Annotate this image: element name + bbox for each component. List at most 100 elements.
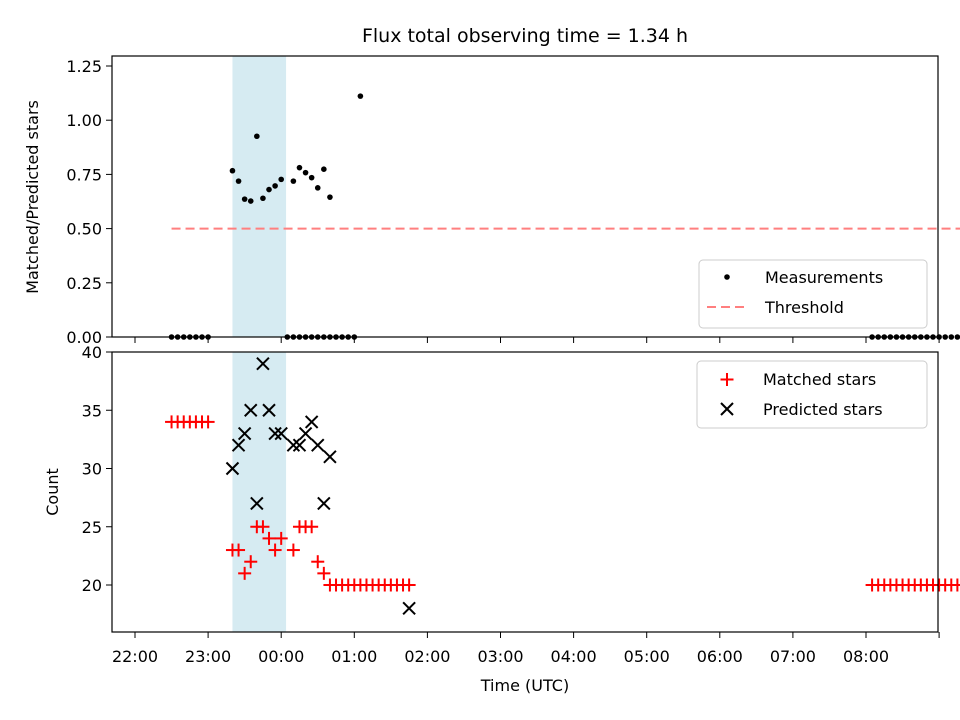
predicted-star-stroke bbox=[237, 426, 252, 441]
predicted-star-point bbox=[274, 426, 288, 441]
matched-star-point bbox=[256, 520, 270, 534]
predicted-star-stroke bbox=[250, 496, 264, 511]
bottom-panel: 20 25 30 35 40 22:00 23:00 00:00 01:00 02:00 03:0… bbox=[43, 343, 960, 695]
top-axes-frame bbox=[111, 55, 939, 338]
measurement-point bbox=[296, 164, 303, 171]
predicted-star-point bbox=[304, 415, 319, 429]
measurement-point bbox=[272, 183, 278, 189]
predicted-star-stroke bbox=[323, 450, 337, 464]
predicted-star-point bbox=[286, 438, 301, 452]
predicted-star-stroke bbox=[256, 356, 270, 371]
x-tick-label: 01:00 bbox=[331, 647, 377, 666]
predicted-star-point bbox=[298, 426, 313, 441]
predicted-star-stroke bbox=[304, 415, 319, 429]
legend-predicted-marker bbox=[720, 402, 734, 416]
measurement-point bbox=[229, 167, 236, 174]
predicted-star-stroke bbox=[317, 496, 331, 511]
predicted-star-stroke bbox=[402, 601, 416, 616]
predicted-star-stroke bbox=[292, 438, 307, 452]
measurement-point bbox=[266, 186, 272, 193]
predicted-star-stroke bbox=[311, 438, 325, 452]
matched-star-point bbox=[317, 566, 331, 580]
matched-star-point bbox=[244, 555, 258, 569]
y-tick-label: 1.25 bbox=[66, 57, 102, 76]
measurement-point bbox=[302, 169, 309, 176]
measurement-point bbox=[254, 133, 260, 140]
x-tick-label: 07:00 bbox=[770, 647, 816, 666]
measurement-point bbox=[357, 93, 364, 99]
matched-stars-points bbox=[165, 415, 960, 592]
measurement-point bbox=[278, 176, 285, 183]
top-panel: Flux total observing time = 1.34 h 0.000… bbox=[23, 25, 960, 347]
measurement-point bbox=[954, 334, 960, 340]
legend-threshold-label: Threshold bbox=[764, 298, 844, 317]
y-tick-label: 35 bbox=[82, 401, 102, 420]
predicted-star-stroke bbox=[244, 403, 258, 417]
x-tick-label: 08:00 bbox=[843, 647, 889, 666]
bottom-y-axis-label: Count bbox=[43, 468, 62, 516]
measurement-point bbox=[308, 174, 315, 181]
top-y-axis-label: Matched/Predicted stars bbox=[23, 100, 42, 294]
top-x-ticks bbox=[134, 337, 940, 343]
predicted-star-stroke bbox=[262, 403, 276, 417]
y-tick-label: 1.00 bbox=[66, 111, 102, 130]
legend-measurements-label: Measurements bbox=[765, 268, 883, 287]
y-tick-label: 40 bbox=[82, 343, 102, 362]
top-y-ticks: 0.00 0.25 0.50 0.75 1.00 1.25 bbox=[66, 57, 112, 347]
x-tick-label: 06:00 bbox=[697, 647, 743, 666]
legend-measurements-marker bbox=[724, 274, 730, 280]
bottom-axes-frame bbox=[111, 351, 939, 633]
predicted-star-stroke bbox=[298, 426, 313, 441]
measurement-point bbox=[948, 334, 955, 340]
matched-star-point bbox=[201, 415, 215, 429]
bottom-legend: Matched stars Predicted stars bbox=[696, 360, 928, 429]
top-shaded-region bbox=[232, 56, 287, 337]
predicted-star-point bbox=[225, 461, 240, 476]
matched-star-point bbox=[238, 566, 252, 580]
matched-star-point bbox=[305, 520, 319, 534]
y-tick-label: 0.25 bbox=[66, 274, 102, 293]
measurement-point bbox=[247, 198, 254, 204]
measurement-point bbox=[260, 195, 266, 202]
matched-star-point bbox=[402, 578, 416, 592]
y-tick-label: 0.00 bbox=[66, 328, 102, 347]
top-legend: Measurements Threshold bbox=[698, 259, 928, 329]
legend-predicted-label: Predicted stars bbox=[763, 400, 883, 419]
x-axis-label: Time (UTC) bbox=[480, 676, 569, 695]
x-tick-label: 23:00 bbox=[185, 647, 231, 666]
measurement-point bbox=[321, 166, 327, 172]
predicted-stars-points bbox=[225, 356, 416, 616]
x-tick-label: 04:00 bbox=[551, 647, 597, 666]
predicted-star-point bbox=[268, 426, 282, 441]
bottom-y-ticks: 20 25 30 35 40 bbox=[82, 343, 112, 595]
measurement-point bbox=[241, 196, 248, 202]
predicted-star-point bbox=[402, 601, 416, 616]
predicted-star-point bbox=[237, 426, 252, 441]
y-tick-label: 20 bbox=[82, 576, 102, 595]
predicted-star-point bbox=[311, 438, 325, 452]
matched-star-point bbox=[311, 555, 325, 569]
y-tick-label: 30 bbox=[82, 460, 102, 479]
predicted-star-point bbox=[262, 403, 276, 417]
measurement-point bbox=[314, 185, 321, 191]
predicted-star-stroke bbox=[225, 461, 240, 476]
measurement-point bbox=[235, 178, 242, 184]
matched-star-point bbox=[268, 543, 282, 557]
measurement-point bbox=[290, 178, 297, 184]
matched-star-point bbox=[956, 584, 960, 586]
predicted-star-point bbox=[317, 496, 331, 511]
y-tick-label: 25 bbox=[82, 518, 102, 537]
predicted-star-stroke bbox=[286, 438, 301, 452]
y-tick-label: 0.75 bbox=[66, 165, 102, 184]
bottom-shaded-region bbox=[232, 352, 287, 632]
matched-star-point bbox=[286, 543, 300, 557]
predicted-star-point bbox=[292, 438, 307, 452]
x-tick-label: 02:00 bbox=[404, 647, 450, 666]
measurement-point bbox=[327, 194, 333, 200]
legend-matched-label: Matched stars bbox=[763, 370, 876, 389]
predicted-star-point bbox=[250, 496, 264, 511]
predicted-star-point bbox=[244, 403, 258, 417]
predicted-star-stroke bbox=[268, 426, 282, 441]
matched-star-point bbox=[262, 531, 276, 545]
